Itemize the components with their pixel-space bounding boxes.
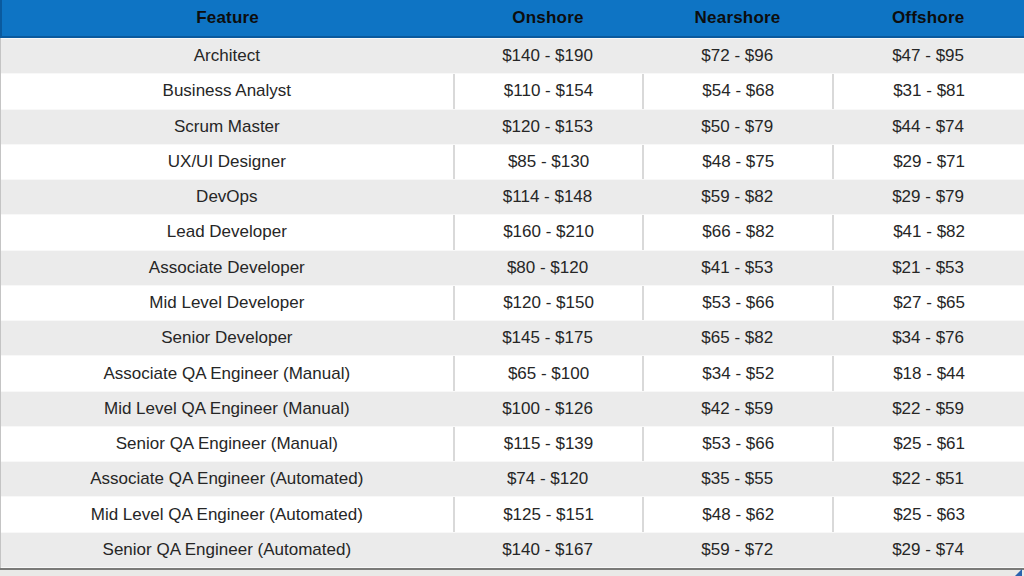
- feature-cell: Lead Developer: [1, 215, 453, 249]
- feature-cell: Senior Developer: [1, 321, 453, 355]
- column-header-onshore: Onshore: [453, 0, 643, 36]
- table-row: Scrum Master$120 - $153$50 - $79$44 - $7…: [1, 109, 1024, 145]
- offshore-rate-cell: $29 - $71: [832, 145, 1024, 179]
- onshore-rate-cell: $145 - $175: [453, 321, 643, 355]
- onshore-rate-cell: $100 - $126: [453, 392, 643, 426]
- table-row: Architect$140 - $190$72 - $96$47 - $95: [1, 38, 1024, 74]
- table-body: Architect$140 - $190$72 - $96$47 - $95Bu…: [0, 38, 1024, 568]
- onshore-rate-cell: $115 - $139: [453, 427, 643, 461]
- offshore-rate-cell: $25 - $61: [832, 427, 1024, 461]
- onshore-rate-cell: $125 - $151: [453, 497, 643, 531]
- feature-cell: Associate QA Engineer (Manual): [1, 356, 453, 390]
- feature-cell: Senior QA Engineer (Manual): [1, 427, 453, 461]
- column-header-feature: Feature: [2, 0, 453, 36]
- feature-cell: Mid Level QA Engineer (Automated): [1, 497, 453, 531]
- feature-cell: Mid Level QA Engineer (Manual): [1, 392, 453, 426]
- onshore-rate-cell: $74 - $120: [453, 462, 643, 496]
- onshore-rate-cell: $140 - $190: [453, 39, 643, 73]
- column-header-nearshore: Nearshore: [643, 0, 833, 36]
- nearshore-rate-cell: $53 - $66: [642, 427, 832, 461]
- nearshore-rate-cell: $72 - $96: [642, 39, 832, 73]
- nearshore-rate-cell: $59 - $72: [642, 533, 832, 567]
- offshore-rate-cell: $18 - $44: [832, 356, 1024, 390]
- feature-cell: Mid Level Developer: [1, 286, 453, 320]
- onshore-rate-cell: $120 - $150: [453, 286, 643, 320]
- nearshore-rate-cell: $42 - $59: [642, 392, 832, 426]
- table-row: Senior QA Engineer (Automated)$140 - $16…: [1, 532, 1024, 568]
- table-row: DevOps$114 - $148$59 - $82$29 - $79: [1, 179, 1024, 215]
- table-row: Senior Developer$145 - $175$65 - $82$34 …: [1, 320, 1024, 356]
- table-row: Business Analyst$110 - $154$54 - $68$31 …: [1, 74, 1024, 108]
- onshore-rate-cell: $140 - $167: [453, 533, 643, 567]
- nearshore-rate-cell: $35 - $55: [642, 462, 832, 496]
- feature-cell: DevOps: [1, 180, 453, 214]
- onshore-rate-cell: $85 - $130: [453, 145, 643, 179]
- offshore-rate-cell: $47 - $95: [832, 39, 1024, 73]
- rates-table-slide: Feature Onshore Nearshore Offshore Archi…: [0, 0, 1024, 576]
- offshore-rate-cell: $29 - $74: [832, 533, 1024, 567]
- offshore-rate-cell: $41 - $82: [832, 215, 1024, 249]
- nearshore-rate-cell: $48 - $75: [642, 145, 832, 179]
- offshore-rate-cell: $25 - $63: [832, 497, 1024, 531]
- onshore-rate-cell: $160 - $210: [453, 215, 643, 249]
- offshore-rate-cell: $31 - $81: [832, 74, 1024, 108]
- onshore-rate-cell: $65 - $100: [453, 356, 643, 390]
- offshore-rate-cell: $44 - $74: [832, 110, 1024, 144]
- table-bottom-border: [0, 568, 1024, 576]
- nearshore-rate-cell: $54 - $68: [642, 74, 832, 108]
- onshore-rate-cell: $114 - $148: [453, 180, 643, 214]
- onshore-rate-cell: $80 - $120: [453, 251, 643, 285]
- table-row: UX/UI Designer$85 - $130$48 - $75$29 - $…: [1, 145, 1024, 179]
- column-header-offshore: Offshore: [832, 0, 1024, 36]
- feature-cell: Senior QA Engineer (Automated): [1, 533, 453, 567]
- nearshore-rate-cell: $41 - $53: [642, 251, 832, 285]
- table-header-row: Feature Onshore Nearshore Offshore: [0, 0, 1024, 38]
- nearshore-rate-cell: $65 - $82: [642, 321, 832, 355]
- feature-cell: Business Analyst: [1, 74, 453, 108]
- feature-cell: Architect: [1, 39, 453, 73]
- table-row: Associate QA Engineer (Automated)$74 - $…: [1, 461, 1024, 497]
- nearshore-rate-cell: $34 - $52: [642, 356, 832, 390]
- offshore-rate-cell: $21 - $53: [832, 251, 1024, 285]
- offshore-rate-cell: $29 - $79: [832, 180, 1024, 214]
- feature-cell: Associate QA Engineer (Automated): [1, 462, 453, 496]
- onshore-rate-cell: $110 - $154: [453, 74, 643, 108]
- nearshore-rate-cell: $53 - $66: [642, 286, 832, 320]
- nearshore-rate-cell: $66 - $82: [642, 215, 832, 249]
- feature-cell: Scrum Master: [1, 110, 453, 144]
- table-row: Lead Developer$160 - $210$66 - $82$41 - …: [1, 215, 1024, 249]
- corner-triangle-icon: [1015, 569, 1022, 576]
- table-row: Senior QA Engineer (Manual)$115 - $139$5…: [1, 427, 1024, 461]
- feature-cell: Associate Developer: [1, 251, 453, 285]
- table-row: Mid Level Developer$120 - $150$53 - $66$…: [1, 286, 1024, 320]
- table-row: Associate Developer$80 - $120$41 - $53$2…: [1, 250, 1024, 286]
- offshore-rate-cell: $22 - $51: [832, 462, 1024, 496]
- nearshore-rate-cell: $50 - $79: [642, 110, 832, 144]
- nearshore-rate-cell: $59 - $82: [642, 180, 832, 214]
- nearshore-rate-cell: $48 - $62: [642, 497, 832, 531]
- feature-cell: UX/UI Designer: [1, 145, 453, 179]
- onshore-rate-cell: $120 - $153: [453, 110, 643, 144]
- offshore-rate-cell: $27 - $65: [832, 286, 1024, 320]
- table-row: Mid Level QA Engineer (Automated)$125 - …: [1, 497, 1024, 531]
- offshore-rate-cell: $22 - $59: [832, 392, 1024, 426]
- table-row: Associate QA Engineer (Manual)$65 - $100…: [1, 356, 1024, 390]
- table-row: Mid Level QA Engineer (Manual)$100 - $12…: [1, 391, 1024, 427]
- offshore-rate-cell: $34 - $76: [832, 321, 1024, 355]
